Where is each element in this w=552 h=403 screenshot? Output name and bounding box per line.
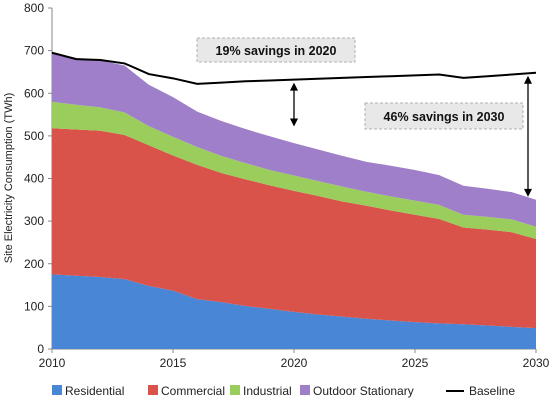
legend-label-commercial: Commercial	[161, 384, 225, 398]
y-tick-label: 100	[24, 299, 44, 313]
area-layers	[52, 52, 536, 349]
legend-swatch-outdoor-stationary	[300, 385, 310, 395]
annotation-text-2020: 19% savings in 2020	[216, 44, 337, 58]
legend-label-residential: Residential	[65, 384, 124, 398]
y-tick-label: 500	[24, 129, 44, 143]
area-commercial	[52, 128, 536, 329]
area-residential	[52, 274, 536, 349]
legend-swatch-commercial	[148, 385, 158, 395]
y-tick-label: 0	[37, 342, 44, 356]
savings-arrow-head-bottom	[290, 118, 298, 127]
y-tick-label: 800	[24, 1, 44, 15]
x-tick-label: 2025	[402, 356, 429, 370]
legend-label-outdoor-stationary: Outdoor Stationary	[313, 384, 414, 398]
annotation-box-2020	[196, 37, 356, 63]
legend-label-baseline: Baseline	[469, 384, 515, 398]
x-tick-label: 2015	[160, 356, 187, 370]
savings-arrows	[290, 75, 532, 197]
legend-label-industrial: Industrial	[243, 384, 292, 398]
savings-arrow-head-bottom	[524, 188, 532, 197]
y-tick-label: 400	[24, 172, 44, 186]
x-tick-label: 2010	[39, 356, 66, 370]
x-tick-label: 2020	[281, 356, 308, 370]
y-tick-label: 300	[24, 214, 44, 228]
area-industrial	[52, 101, 536, 240]
y-tick-labels: 0 100 200 300 400 500 600 700 800	[24, 1, 52, 356]
annotation-2020: 19% savings in 2020	[196, 37, 356, 63]
legend: Residential Commercial Industrial Outdoo…	[52, 384, 515, 398]
legend-swatch-residential	[52, 385, 62, 395]
y-tick-label: 700	[24, 44, 44, 58]
x-tick-labels: 2010 2015 2020 2025 2030	[39, 349, 550, 370]
savings-arrow-head-top	[290, 82, 298, 91]
annotation-text-2030: 46% savings in 2030	[384, 110, 505, 124]
y-tick-label: 200	[24, 257, 44, 271]
y-tick-label: 600	[24, 86, 44, 100]
annotation-box-2030	[364, 102, 524, 130]
area-outdoor-stationary	[52, 52, 536, 227]
savings-arrow-head-top	[524, 75, 532, 84]
y-axis-label: Site Electricity Consumption (TWh)	[3, 93, 15, 264]
legend-swatch-industrial	[230, 385, 240, 395]
baseline-layer	[51, 51, 537, 85]
baseline-line	[51, 51, 537, 85]
annotation-2030: 46% savings in 2030	[364, 102, 524, 130]
x-tick-label: 2030	[523, 356, 550, 370]
